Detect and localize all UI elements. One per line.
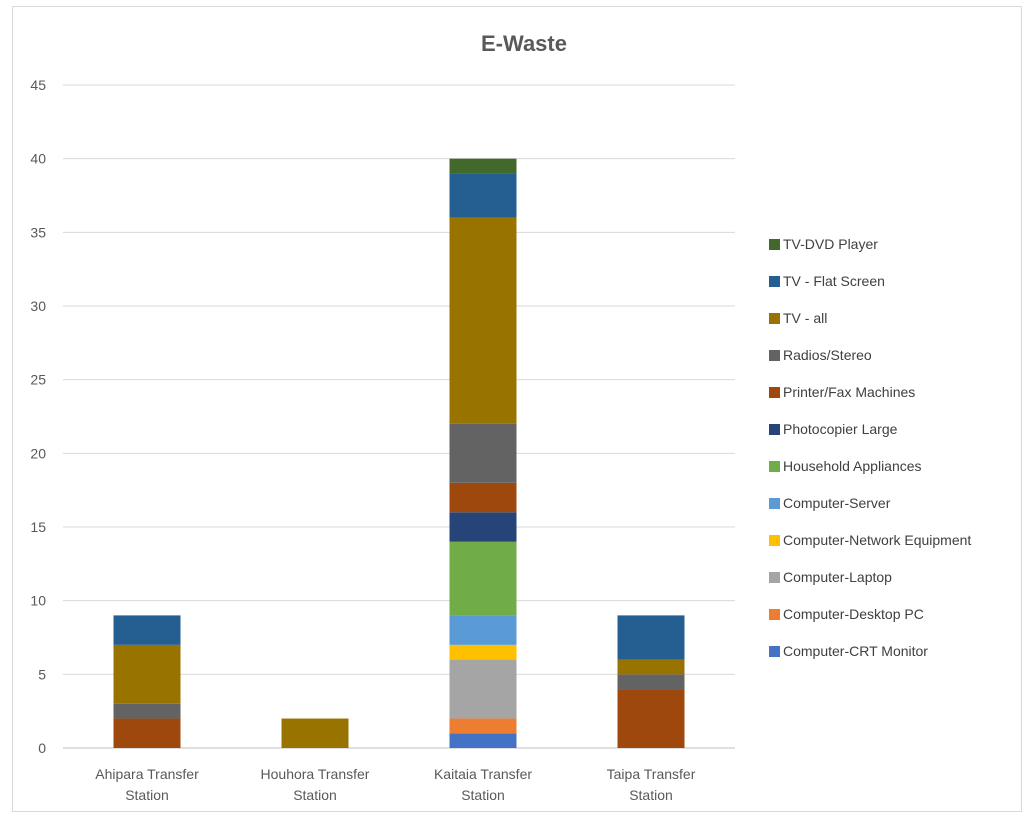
- bar-segment: [449, 615, 517, 645]
- legend-label: TV-DVD Player: [783, 236, 878, 252]
- x-category-label: Station: [125, 787, 169, 803]
- x-category-label: Houhora Transfer: [261, 766, 370, 782]
- legend-label: Computer-Server: [783, 495, 891, 511]
- y-tick-label: 5: [38, 666, 46, 682]
- bar-segment: [449, 659, 517, 719]
- y-axis: 0 5 10 15 20 25 30 35 40 45: [30, 77, 46, 756]
- bar-segment: [449, 217, 517, 424]
- legend-swatch: [769, 461, 780, 472]
- legend-label: Household Appliances: [783, 458, 922, 474]
- bar-segment: [449, 541, 517, 616]
- x-category-label: Station: [629, 787, 673, 803]
- x-category-label: Station: [293, 787, 337, 803]
- bar-segment: [449, 512, 517, 542]
- bar-segment: [449, 158, 517, 174]
- y-tick-label: 40: [30, 151, 46, 167]
- legend-label: Printer/Fax Machines: [783, 384, 915, 400]
- legend: TV-DVD Player TV - Flat Screen TV - all Rad…: [769, 236, 971, 659]
- legend-swatch: [769, 387, 780, 398]
- y-tick-label: 20: [30, 445, 46, 461]
- legend-swatch: [769, 646, 780, 657]
- legend-label: TV - all: [783, 310, 827, 326]
- bar-segment: [113, 615, 181, 645]
- y-tick-label: 45: [30, 77, 46, 93]
- bar-segment: [449, 482, 517, 513]
- bar-segment: [449, 423, 517, 483]
- legend-swatch: [769, 609, 780, 620]
- bar-segment: [281, 718, 349, 748]
- bar-segment: [617, 659, 685, 675]
- legend-label: TV - Flat Screen: [783, 273, 885, 289]
- x-category-label: Station: [461, 787, 505, 803]
- legend-swatch: [769, 313, 780, 324]
- legend-label: Radios/Stereo: [783, 347, 872, 363]
- y-tick-label: 15: [30, 519, 46, 535]
- legend-label: Computer-Network Equipment: [783, 532, 971, 548]
- bar-segment: [449, 733, 517, 748]
- x-category-label: Taipa Transfer: [607, 766, 696, 782]
- legend-swatch: [769, 239, 780, 250]
- legend-swatch: [769, 535, 780, 546]
- legend-swatch: [769, 350, 780, 361]
- bar-segment: [113, 703, 181, 719]
- bar-segment: [617, 615, 685, 660]
- bar-segment: [449, 644, 517, 660]
- legend-swatch: [769, 424, 780, 435]
- y-tick-label: 0: [38, 740, 46, 756]
- chart-title: E-Waste: [481, 31, 567, 56]
- legend-label: Computer-CRT Monitor: [783, 643, 928, 659]
- y-tick-label: 25: [30, 372, 46, 388]
- bars: [113, 158, 685, 748]
- bar-segment: [449, 718, 517, 734]
- bar-segment: [449, 173, 517, 218]
- legend-swatch: [769, 276, 780, 287]
- legend-label: Computer-Laptop: [783, 569, 892, 585]
- y-tick-label: 30: [30, 298, 46, 314]
- bar-segment: [617, 674, 685, 690]
- x-axis: Ahipara Transfer Station Houhora Transfer S…: [95, 766, 695, 803]
- y-tick-label: 35: [30, 224, 46, 240]
- bar-segment: [617, 689, 685, 748]
- bar-segment: [113, 644, 181, 704]
- x-category-label: Kaitaia Transfer: [434, 766, 532, 782]
- legend-label: Computer-Desktop PC: [783, 606, 924, 622]
- x-category-label: Ahipara Transfer: [95, 766, 199, 782]
- legend-label: Photocopier Large: [783, 421, 898, 437]
- bar-segment: [113, 718, 181, 748]
- y-tick-label: 10: [30, 593, 46, 609]
- legend-swatch: [769, 498, 780, 509]
- legend-swatch: [769, 572, 780, 583]
